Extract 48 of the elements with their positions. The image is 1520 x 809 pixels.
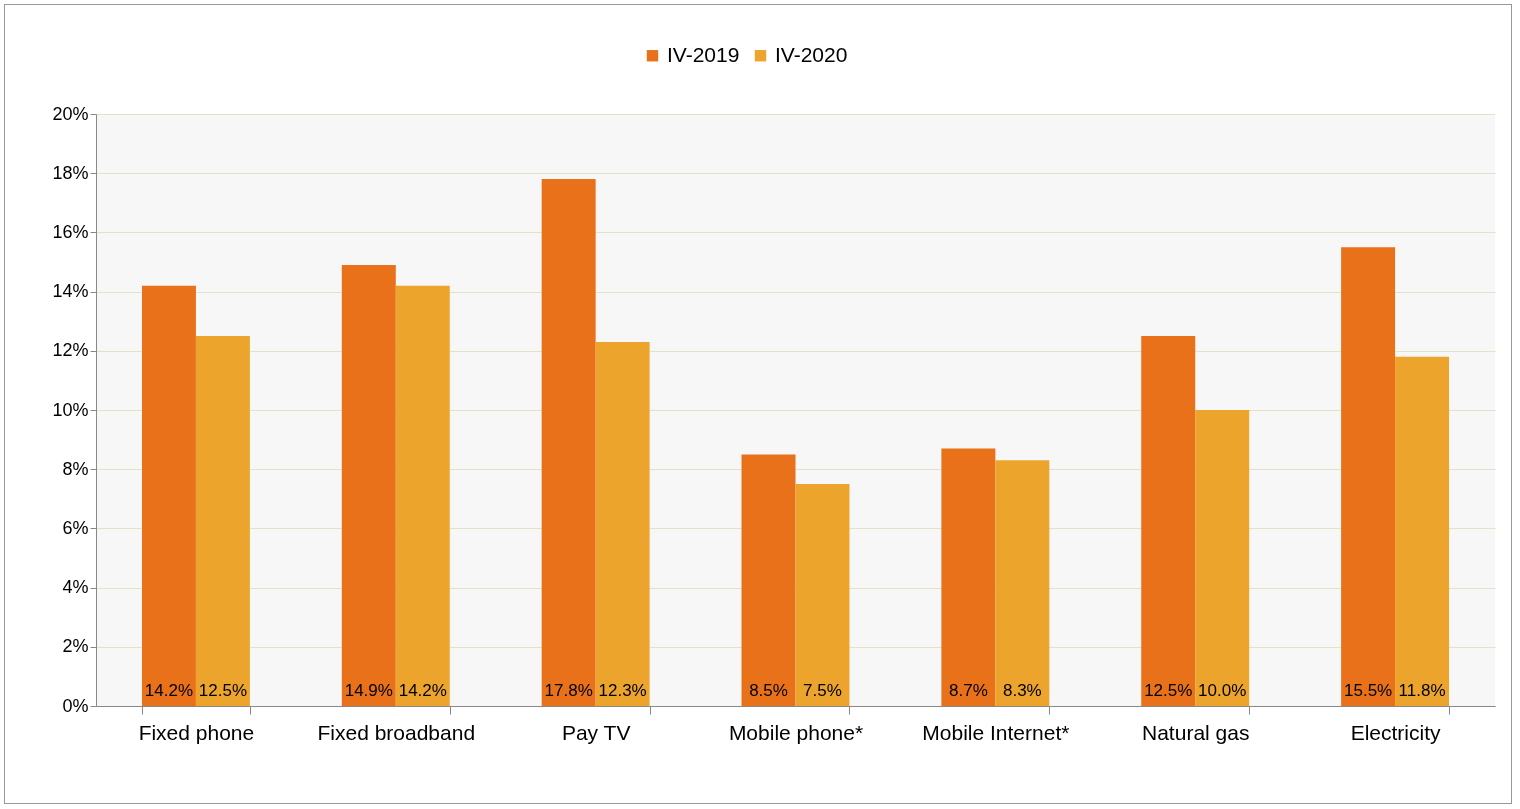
y-tick-label: 8%	[62, 458, 89, 479]
legend-label: IV-2019	[667, 42, 740, 66]
y-tick-label: 14%	[52, 281, 89, 302]
bar	[341, 264, 396, 706]
x-tick-label: Fixed broadband	[317, 720, 476, 744]
bar	[195, 336, 250, 706]
y-tick-label: 20%	[52, 103, 89, 124]
y-tick-label: 16%	[52, 221, 89, 242]
data-label: 8.7%	[949, 681, 988, 700]
y-tick-label: 10%	[52, 399, 89, 420]
bar	[1195, 410, 1250, 706]
bar	[395, 285, 450, 706]
data-label: 17.8%	[544, 681, 593, 700]
data-label: 12.5%	[198, 681, 248, 700]
data-label: 14.9%	[344, 681, 393, 700]
y-tick-label: 4%	[62, 577, 89, 598]
bar	[741, 454, 796, 706]
bar	[1341, 247, 1396, 706]
x-tick-label: Electricity	[1350, 720, 1441, 744]
x-tick-label: Pay TV	[561, 720, 631, 744]
data-label: 8.5%	[749, 681, 788, 700]
data-label: 14.2%	[144, 681, 194, 700]
legend-label: IV-2020	[775, 42, 848, 66]
data-label: 10.0%	[1198, 681, 1247, 700]
y-tick-label: 18%	[52, 162, 89, 183]
data-label: 14.2%	[398, 681, 447, 700]
data-label: 12.3%	[598, 681, 647, 700]
bar	[541, 179, 596, 706]
data-label: 11.8%	[1398, 681, 1446, 700]
x-tick-label: Mobile Internet*	[922, 720, 1070, 744]
bar	[141, 285, 196, 706]
bar	[1395, 356, 1450, 706]
data-label: 8.3%	[1002, 681, 1042, 700]
bar	[795, 484, 850, 706]
data-label: 15.5%	[1343, 681, 1393, 700]
y-tick-label: 0%	[62, 695, 89, 716]
bar	[941, 448, 996, 706]
data-label: 7.5%	[803, 681, 842, 700]
y-tick-label: 6%	[62, 517, 89, 538]
bar	[995, 460, 1050, 706]
bar	[595, 341, 650, 706]
x-tick-label: Fixed phone	[138, 720, 255, 744]
y-tick-label: 12%	[52, 340, 89, 361]
bar	[1141, 336, 1196, 706]
y-tick-label: 2%	[62, 636, 89, 657]
data-label: 12.5%	[1144, 681, 1193, 700]
x-tick-label: Mobile phone*	[728, 720, 864, 744]
x-tick-label: Natural gas	[1142, 720, 1250, 744]
